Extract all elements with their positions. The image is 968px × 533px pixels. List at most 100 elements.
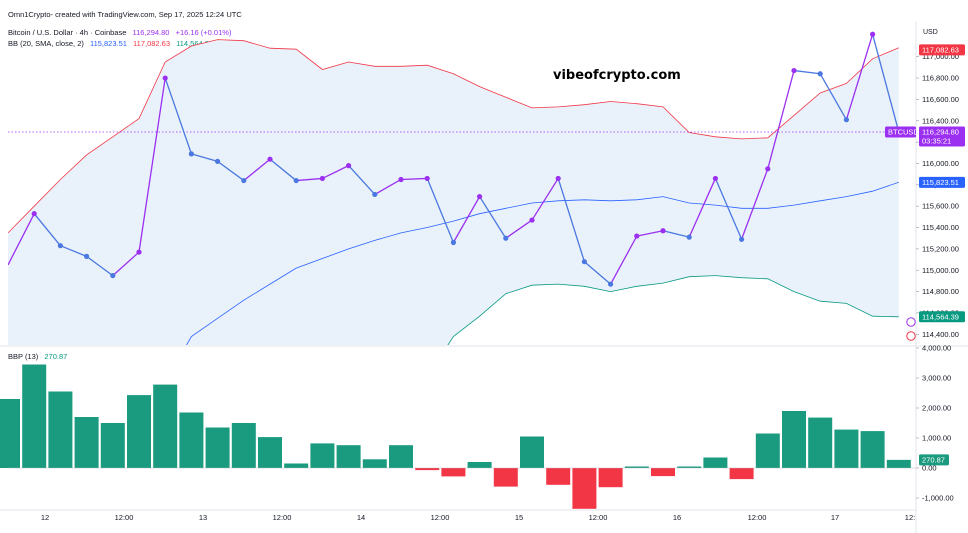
bbp-bar xyxy=(782,411,806,468)
bbp-bar xyxy=(389,445,413,468)
y-tick-label: 117,000.00 xyxy=(922,52,959,61)
basis-tag: 115,823.51 xyxy=(922,178,959,187)
bbp-last-tag-bg xyxy=(919,454,949,466)
bbp-bar xyxy=(651,468,675,477)
y-tick-label: 116,000.00 xyxy=(922,159,959,168)
bbp-bar xyxy=(205,427,230,468)
price-segment xyxy=(452,196,481,243)
price-segment xyxy=(86,255,114,277)
bbp-bar xyxy=(441,468,466,477)
x-tick-label: 17 xyxy=(831,513,839,522)
y-tick-label: 115,000.00 xyxy=(922,266,959,275)
bbp-bar xyxy=(886,459,911,468)
price-segment xyxy=(374,178,402,196)
price-segment xyxy=(531,178,559,221)
bb-lower-value: 114,564.39 xyxy=(176,39,214,48)
bbp-bar xyxy=(834,429,859,468)
x-tick-label: 13 xyxy=(199,513,207,522)
flag-icon xyxy=(906,331,916,341)
countdown-tag-bg xyxy=(919,135,965,147)
price-point xyxy=(84,253,90,259)
price-point xyxy=(57,243,64,249)
bbp-last-tag: 270.87 xyxy=(922,455,945,464)
price-point xyxy=(739,236,745,242)
x-tick-label: 14 xyxy=(357,513,365,522)
bbp-y-tick-label: -1,000.00 xyxy=(922,494,954,503)
x-tick-label: 15 xyxy=(515,513,523,522)
bb-basis-value: 115,823.51 xyxy=(89,39,127,48)
x-tick-label: 12:00 xyxy=(431,513,450,522)
price-point xyxy=(241,177,247,184)
price-point xyxy=(293,177,299,184)
y-tick-label: 115,600.00 xyxy=(922,202,959,211)
bbp-bar xyxy=(284,463,309,468)
x-tick-label: 12:00 xyxy=(273,513,292,522)
price-point xyxy=(503,235,509,241)
price-segment xyxy=(426,178,455,243)
bbp-legend[interactable]: BBP (13) 270.87 xyxy=(8,352,71,361)
bb-basis-line xyxy=(186,181,899,345)
chart-credit: Omn1Crypto- created with TradingView.com… xyxy=(8,10,242,19)
last-price: 116,294.80 xyxy=(132,28,170,37)
price-point xyxy=(634,233,640,239)
watermark: vibeofcrypto.com xyxy=(553,68,681,83)
symbol-tag: BTCUSD xyxy=(888,128,919,137)
price-point xyxy=(477,193,483,200)
price-segment xyxy=(269,158,297,182)
price-segment xyxy=(138,77,166,253)
basis-tag-bg xyxy=(919,176,965,188)
bbp-bar xyxy=(258,437,282,468)
main-pane xyxy=(8,31,916,345)
symbol-legend[interactable]: Bitcoin / U.S. Dollar · 4h · Coinbase 11… xyxy=(8,28,235,37)
bbp-bar xyxy=(703,457,728,468)
bbp-bar xyxy=(415,468,440,471)
price-point xyxy=(31,211,37,217)
y-tick-label: 115,200.00 xyxy=(922,244,959,253)
price-point xyxy=(765,166,771,172)
price-segment xyxy=(217,160,245,182)
currency-label: USD xyxy=(923,29,938,36)
price-point xyxy=(162,75,168,81)
bbp-bar xyxy=(310,443,335,468)
price-segment xyxy=(688,178,716,238)
upper-band-tag-bg xyxy=(919,44,965,56)
price-segment xyxy=(871,34,900,133)
price-segment xyxy=(505,219,533,239)
price-segment xyxy=(60,245,87,257)
price-point xyxy=(346,163,352,169)
bbp-bar xyxy=(546,468,571,485)
price-segment xyxy=(740,168,769,240)
price-segment xyxy=(191,153,218,162)
price-point xyxy=(817,71,823,77)
bbp-bar xyxy=(493,468,518,487)
bbp-bar xyxy=(677,466,702,468)
bbp-bar xyxy=(48,391,73,468)
price-segment xyxy=(296,177,323,182)
bb-indicator-label: BB (20, SMA, close, 2) xyxy=(8,39,84,48)
price-segment xyxy=(583,261,612,285)
y-tick-label: 116,400.00 xyxy=(922,116,959,125)
lower-band-tag: 114,564.39 xyxy=(922,312,959,321)
bbp-bar xyxy=(231,423,256,468)
price-point xyxy=(267,156,273,162)
alert-icon xyxy=(906,317,916,327)
price-point xyxy=(608,281,614,287)
bbp-bar xyxy=(100,423,125,468)
price-segment xyxy=(819,73,847,121)
bbp-indicator-label: BBP (13) xyxy=(8,352,39,361)
x-tick-label: 12:00 xyxy=(748,513,767,522)
bbp-bar xyxy=(179,412,204,468)
price-point xyxy=(529,217,535,223)
price-segment xyxy=(243,158,271,182)
bb-legend[interactable]: BB (20, SMA, close, 2) 115,823.51 117,08… xyxy=(8,39,217,48)
price-segment xyxy=(636,230,664,237)
price-segment xyxy=(164,77,193,155)
price-point xyxy=(555,175,561,182)
price-segment xyxy=(662,230,690,238)
x-tick-label: 12 xyxy=(41,513,49,522)
bb-band-fill xyxy=(8,39,899,345)
bbp-bar xyxy=(467,462,492,468)
price-point xyxy=(424,175,430,182)
symbol-tag-bg xyxy=(885,126,916,138)
